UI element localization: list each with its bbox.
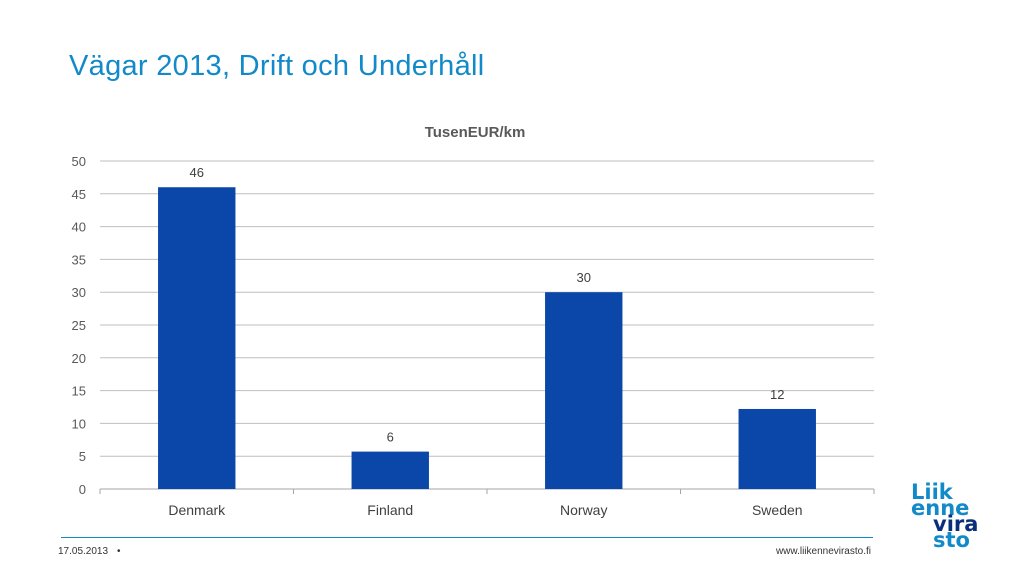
footer-bullet: • [117,546,121,557]
y-tick-label: 50 [72,154,86,169]
chart-title: TusenEUR/km [425,124,526,141]
x-category-label: Denmark [168,502,226,518]
x-category-label: Finland [367,502,413,518]
liikennevirasto-logo: Liik enne vira sto [905,480,1000,556]
y-tick-label: 25 [72,318,86,333]
data-label: 12 [770,387,784,402]
data-label: 30 [577,270,591,285]
x-category-label: Sweden [752,502,803,518]
y-tick-label: 0 [79,482,86,497]
footer-divider [61,537,873,538]
data-label: 46 [190,165,204,180]
y-tick-label: 15 [72,384,86,399]
bar-sweden [738,408,816,489]
bar-norway [545,292,623,489]
bar-finland [351,451,429,489]
y-tick-label: 35 [72,252,86,267]
slide-title: Vägar 2013, Drift och Underhåll [69,50,485,82]
y-tick-label: 30 [72,285,86,300]
y-tick-label: 5 [79,449,86,464]
y-tick-label: 10 [72,416,86,431]
chart-canvas: TusenEUR/km 0 5 10 15 20 25 30 35 40 45 50 46 Denmar… [72,124,875,518]
data-label: 6 [387,430,394,445]
bar-denmark [158,187,236,490]
x-category-label: Norway [560,502,607,518]
logo-line-3: vira [933,512,979,536]
footer-date: 17.05.2013 [58,546,109,557]
footer-url[interactable]: www.liikennevirasto.fi [775,546,871,557]
logo-line-2: enne [911,496,970,520]
y-tick-label: 40 [72,220,86,235]
bar-chart: TusenEUR/km 0 5 10 15 20 25 30 35 40 45 50 46 Denmar… [72,124,875,518]
logo-line-4: sto [933,528,970,552]
logo-line-1: Liik [911,480,953,504]
y-tick-label: 20 [72,351,86,366]
y-tick-label: 45 [72,187,86,202]
